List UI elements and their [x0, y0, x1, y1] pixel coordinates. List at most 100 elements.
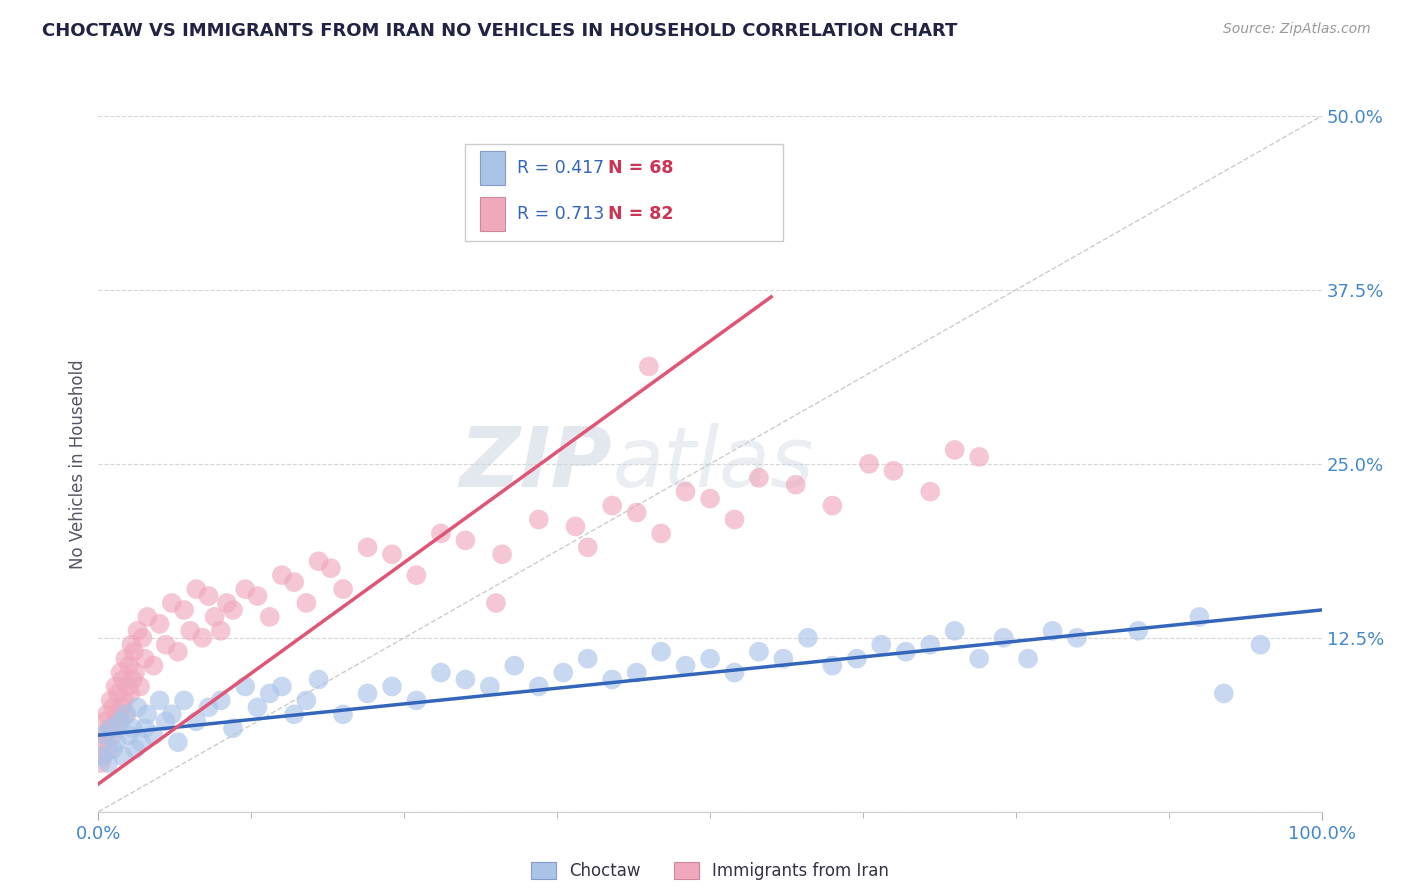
Point	[97, 742, 120, 756]
Point	[160, 596, 183, 610]
Point	[105, 735, 128, 749]
Point	[626, 506, 648, 520]
Point	[454, 673, 477, 687]
Point	[1188, 610, 1211, 624]
Point	[117, 680, 139, 694]
Point	[723, 665, 745, 680]
Point	[1017, 651, 1039, 665]
Point	[967, 651, 990, 665]
Point	[149, 693, 172, 707]
Point	[883, 464, 905, 478]
Point	[527, 680, 550, 694]
Point	[114, 707, 136, 722]
Point	[94, 728, 117, 742]
Point	[111, 749, 134, 764]
Point	[97, 756, 120, 770]
Point	[993, 631, 1015, 645]
Point	[110, 714, 132, 729]
Point	[93, 714, 115, 729]
Point	[186, 714, 208, 729]
Point	[270, 680, 294, 694]
Point	[204, 610, 226, 624]
Point	[186, 582, 208, 596]
Point	[124, 742, 146, 756]
Point	[136, 610, 159, 624]
Point	[675, 658, 697, 673]
Point	[118, 658, 141, 673]
Point	[381, 547, 404, 561]
Point	[785, 477, 807, 491]
Point	[650, 645, 672, 659]
Point	[100, 721, 122, 735]
Point	[173, 693, 195, 707]
Point	[564, 519, 586, 533]
Point	[246, 589, 269, 603]
Point	[136, 707, 159, 722]
Point	[943, 442, 966, 457]
Point	[121, 721, 143, 735]
Point	[675, 484, 697, 499]
Point	[98, 721, 121, 735]
Point	[222, 721, 245, 735]
Point	[121, 673, 143, 687]
Point	[91, 735, 114, 749]
Point	[108, 714, 131, 729]
Point	[356, 541, 378, 555]
Point	[111, 700, 134, 714]
Legend: Choctaw, Immigrants from Iran: Choctaw, Immigrants from Iran	[524, 855, 896, 887]
Point	[1250, 638, 1272, 652]
Point	[858, 457, 880, 471]
Point	[233, 582, 256, 596]
Y-axis label: No Vehicles in Household: No Vehicles in Household	[69, 359, 87, 569]
Point	[173, 603, 195, 617]
Point	[576, 541, 599, 555]
Point	[430, 526, 453, 541]
Point	[101, 700, 124, 714]
Point	[699, 491, 721, 506]
Point	[1212, 686, 1234, 700]
Point	[129, 735, 152, 749]
Point	[90, 756, 112, 770]
Point	[122, 645, 145, 659]
Point	[105, 707, 128, 722]
Point	[283, 575, 305, 590]
Point	[127, 624, 149, 638]
Point	[845, 651, 868, 665]
Point	[650, 526, 672, 541]
Point	[283, 707, 305, 722]
Point	[129, 680, 152, 694]
Point	[155, 714, 177, 729]
Point	[127, 700, 149, 714]
Point	[600, 673, 623, 687]
Point	[553, 665, 575, 680]
Point	[1066, 631, 1088, 645]
Text: atlas: atlas	[612, 424, 814, 504]
Point	[491, 547, 513, 561]
Point	[894, 645, 917, 659]
Text: R = 0.417: R = 0.417	[516, 159, 603, 177]
Point	[149, 616, 172, 631]
Point	[748, 645, 770, 659]
Point	[120, 638, 142, 652]
Point	[191, 631, 214, 645]
Point	[576, 651, 599, 665]
Point	[110, 665, 132, 680]
Text: Source: ZipAtlas.com: Source: ZipAtlas.com	[1223, 22, 1371, 37]
Point	[454, 533, 477, 548]
Point	[167, 735, 190, 749]
Point	[821, 499, 844, 513]
Point	[91, 749, 114, 764]
Point	[118, 728, 141, 742]
Point	[259, 686, 281, 700]
Point	[943, 624, 966, 638]
Point	[107, 686, 129, 700]
Point	[527, 512, 550, 526]
Point	[319, 561, 342, 575]
Point	[167, 645, 190, 659]
Point	[197, 589, 219, 603]
Point	[103, 721, 125, 735]
Point	[967, 450, 990, 464]
Text: ZIP: ZIP	[460, 424, 612, 504]
Point	[308, 673, 330, 687]
Point	[120, 686, 142, 700]
